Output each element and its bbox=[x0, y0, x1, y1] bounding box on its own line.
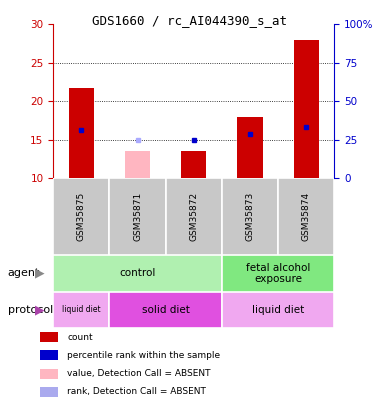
Bar bbox=[53, 292, 109, 328]
Bar bbox=[40, 350, 58, 360]
Text: GSM35874: GSM35874 bbox=[302, 192, 311, 241]
Bar bbox=[222, 255, 334, 292]
Text: value, Detection Call = ABSENT: value, Detection Call = ABSENT bbox=[67, 369, 211, 378]
Bar bbox=[53, 178, 109, 255]
Text: GSM35872: GSM35872 bbox=[189, 192, 198, 241]
Bar bbox=[69, 88, 94, 178]
Bar bbox=[294, 40, 319, 178]
Bar bbox=[181, 151, 206, 178]
Text: agent: agent bbox=[8, 269, 40, 278]
Text: fetal alcohol
exposure: fetal alcohol exposure bbox=[246, 262, 310, 284]
Text: liquid diet: liquid diet bbox=[62, 305, 101, 314]
Text: protocol: protocol bbox=[8, 305, 53, 315]
Bar bbox=[125, 151, 150, 178]
Bar bbox=[238, 117, 263, 178]
Bar bbox=[53, 255, 222, 292]
Bar bbox=[278, 178, 334, 255]
Bar bbox=[40, 332, 58, 342]
Text: GSM35871: GSM35871 bbox=[133, 192, 142, 241]
Text: liquid diet: liquid diet bbox=[252, 305, 304, 315]
Bar bbox=[40, 387, 58, 397]
Text: ▶: ▶ bbox=[35, 267, 45, 280]
Bar bbox=[40, 369, 58, 379]
Bar bbox=[222, 178, 278, 255]
Text: control: control bbox=[119, 269, 156, 278]
Bar bbox=[109, 178, 166, 255]
Text: percentile rank within the sample: percentile rank within the sample bbox=[67, 351, 220, 360]
Text: ▶: ▶ bbox=[35, 303, 45, 316]
Text: GSM35873: GSM35873 bbox=[245, 192, 255, 241]
Text: rank, Detection Call = ABSENT: rank, Detection Call = ABSENT bbox=[67, 387, 206, 396]
Bar bbox=[109, 292, 222, 328]
Bar bbox=[222, 292, 334, 328]
Text: solid diet: solid diet bbox=[142, 305, 190, 315]
Bar bbox=[166, 178, 222, 255]
Text: GSM35875: GSM35875 bbox=[77, 192, 86, 241]
Text: GDS1660 / rc_AI044390_s_at: GDS1660 / rc_AI044390_s_at bbox=[92, 14, 288, 27]
Text: count: count bbox=[67, 333, 93, 342]
